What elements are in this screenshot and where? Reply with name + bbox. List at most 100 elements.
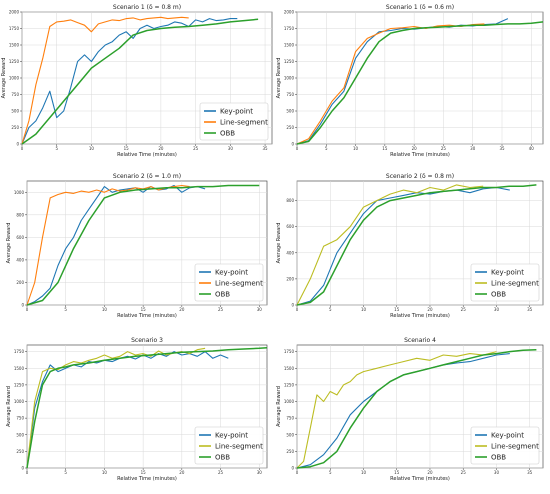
- x-tick-label: 10: [361, 470, 367, 475]
- x-tick-label: 5: [55, 146, 58, 151]
- x-tick-label: 5: [64, 470, 67, 475]
- x-tick-label: 0: [26, 470, 29, 475]
- legend-entry: OBB: [215, 454, 230, 462]
- y-tick-label: 500: [16, 432, 24, 437]
- x-tick-label: 10: [353, 146, 359, 151]
- chart-title: Scenario 3: [131, 337, 163, 344]
- y-tick-label: 200: [16, 280, 24, 285]
- y-tick-label: 1500: [284, 366, 295, 371]
- y-tick-label: 400: [16, 257, 24, 262]
- y-tick-label: 600: [286, 224, 294, 229]
- y-tick-label: 0: [21, 466, 24, 471]
- chart-panel-5: 0 5 10 15 20 25 30 0 250 500 750 1000 1250 1500 1750 Sc…: [6, 337, 268, 482]
- chart-panel-4: 0 5 10 15 20 25 30 35 0 200 400 600 800 Scenario 2 (δ…: [276, 173, 544, 319]
- y-tick-label: 0: [291, 142, 294, 147]
- y-tick-label: 1250: [284, 59, 295, 64]
- y-tick-label: 0: [291, 303, 294, 308]
- y-tick-label: 1750: [284, 349, 295, 354]
- y-tick-label: 250: [11, 125, 19, 130]
- x-tick-label: 30: [257, 307, 263, 312]
- legend-box: [199, 102, 269, 141]
- x-tick-label: 20: [427, 307, 433, 312]
- series-line-obb: [21, 18, 259, 145]
- y-tick-label: 1000: [284, 399, 295, 404]
- x-tick-label: 15: [141, 307, 147, 312]
- chart-title: Scenario 1 (δ = 0.8 m): [113, 4, 181, 11]
- y-tick-label: 1250: [14, 382, 25, 387]
- legend-entry: Line-segment: [491, 443, 539, 451]
- legend-entry: OBB: [491, 291, 506, 299]
- x-tick-label: 30: [494, 470, 500, 475]
- legend-entry: Key-point: [491, 432, 524, 440]
- x-tick-label: 25: [218, 307, 224, 312]
- series-line-obb: [296, 184, 537, 306]
- y-tick-label: 750: [286, 416, 294, 421]
- y-tick-label: 0: [16, 142, 19, 147]
- y-tick-label: 250: [16, 449, 24, 454]
- y-axis-label: Average Reward: [276, 58, 282, 99]
- y-tick-label: 800: [286, 198, 294, 203]
- chart-panel-2: 0 5 10 15 20 25 30 35 40 0 250 500 750 1000 1250 1500 17…: [276, 4, 544, 158]
- series-line-line-segment: [21, 16, 189, 145]
- legend-entry: Key-point: [215, 432, 248, 440]
- x-tick-label: 20: [158, 146, 164, 151]
- legend-entry: OBB: [215, 291, 230, 299]
- legend: Key-point Line-segment OBB: [194, 426, 264, 465]
- x-tick-label: 0: [21, 146, 24, 151]
- x-tick-label: 30: [494, 307, 500, 312]
- x-tick-label: 20: [179, 470, 185, 475]
- y-axis-label: Average Reward: [6, 223, 12, 264]
- x-tick-label: 30: [470, 146, 476, 151]
- legend-entry: Line-segment: [215, 443, 263, 451]
- chart-panel-6: 0 5 10 15 20 25 30 35 0 250 500 750 1000 1250 1500 1750…: [276, 337, 544, 482]
- x-tick-label: 35: [263, 146, 269, 151]
- legend-box: [470, 263, 540, 302]
- x-tick-label: 0: [296, 307, 299, 312]
- x-tick-label: 25: [193, 146, 199, 151]
- y-tick-label: 500: [286, 109, 294, 114]
- series-line-line-segment: [296, 351, 497, 469]
- y-axis-label: Average Reward: [1, 58, 7, 99]
- x-tick-label: 35: [527, 470, 533, 475]
- x-tick-label: 25: [461, 307, 467, 312]
- y-tick-label: 1000: [9, 76, 20, 81]
- x-tick-label: 15: [394, 470, 400, 475]
- chart-title: Scenario 2 (δ = 0.8 m): [386, 173, 454, 180]
- x-tick-label: 35: [499, 146, 505, 151]
- y-tick-label: 800: [16, 212, 24, 217]
- chart-panel-3: 0 5 10 15 20 25 30 0 200 400 600 800 1000 Scenario 2 …: [6, 173, 268, 319]
- x-tick-label: 10: [102, 307, 108, 312]
- y-tick-label: 400: [286, 250, 294, 255]
- series-line-obb: [26, 184, 260, 306]
- y-tick-label: 2000: [284, 10, 295, 15]
- x-tick-label: 10: [361, 307, 367, 312]
- y-tick-label: 500: [286, 432, 294, 437]
- x-tick-label: 20: [179, 307, 185, 312]
- series-line-obb: [296, 348, 537, 469]
- legend-entry: Key-point: [220, 108, 253, 116]
- x-tick-label: 30: [228, 146, 234, 151]
- x-tick-label: 10: [89, 146, 95, 151]
- y-tick-label: 1000: [14, 190, 25, 195]
- x-tick-label: 25: [461, 470, 467, 475]
- y-tick-label: 1250: [9, 59, 20, 64]
- y-tick-label: 1500: [284, 43, 295, 48]
- y-tick-label: 1750: [284, 26, 295, 31]
- x-tick-label: 40: [529, 146, 535, 151]
- x-tick-label: 25: [441, 146, 447, 151]
- y-tick-label: 1750: [9, 26, 20, 31]
- y-tick-label: 250: [286, 125, 294, 130]
- series-line-line-segment: [26, 184, 190, 306]
- y-tick-label: 750: [16, 416, 24, 421]
- y-tick-label: 500: [11, 109, 19, 114]
- series-line-line-segment: [296, 184, 484, 306]
- x-tick-label: 30: [257, 470, 263, 475]
- x-tick-label: 0: [296, 146, 299, 151]
- x-tick-label: 0: [296, 470, 299, 475]
- series-line-obb: [26, 346, 268, 469]
- x-tick-label: 15: [382, 146, 388, 151]
- legend-box: [194, 263, 264, 302]
- series-line-obb: [296, 21, 544, 145]
- y-tick-label: 200: [286, 276, 294, 281]
